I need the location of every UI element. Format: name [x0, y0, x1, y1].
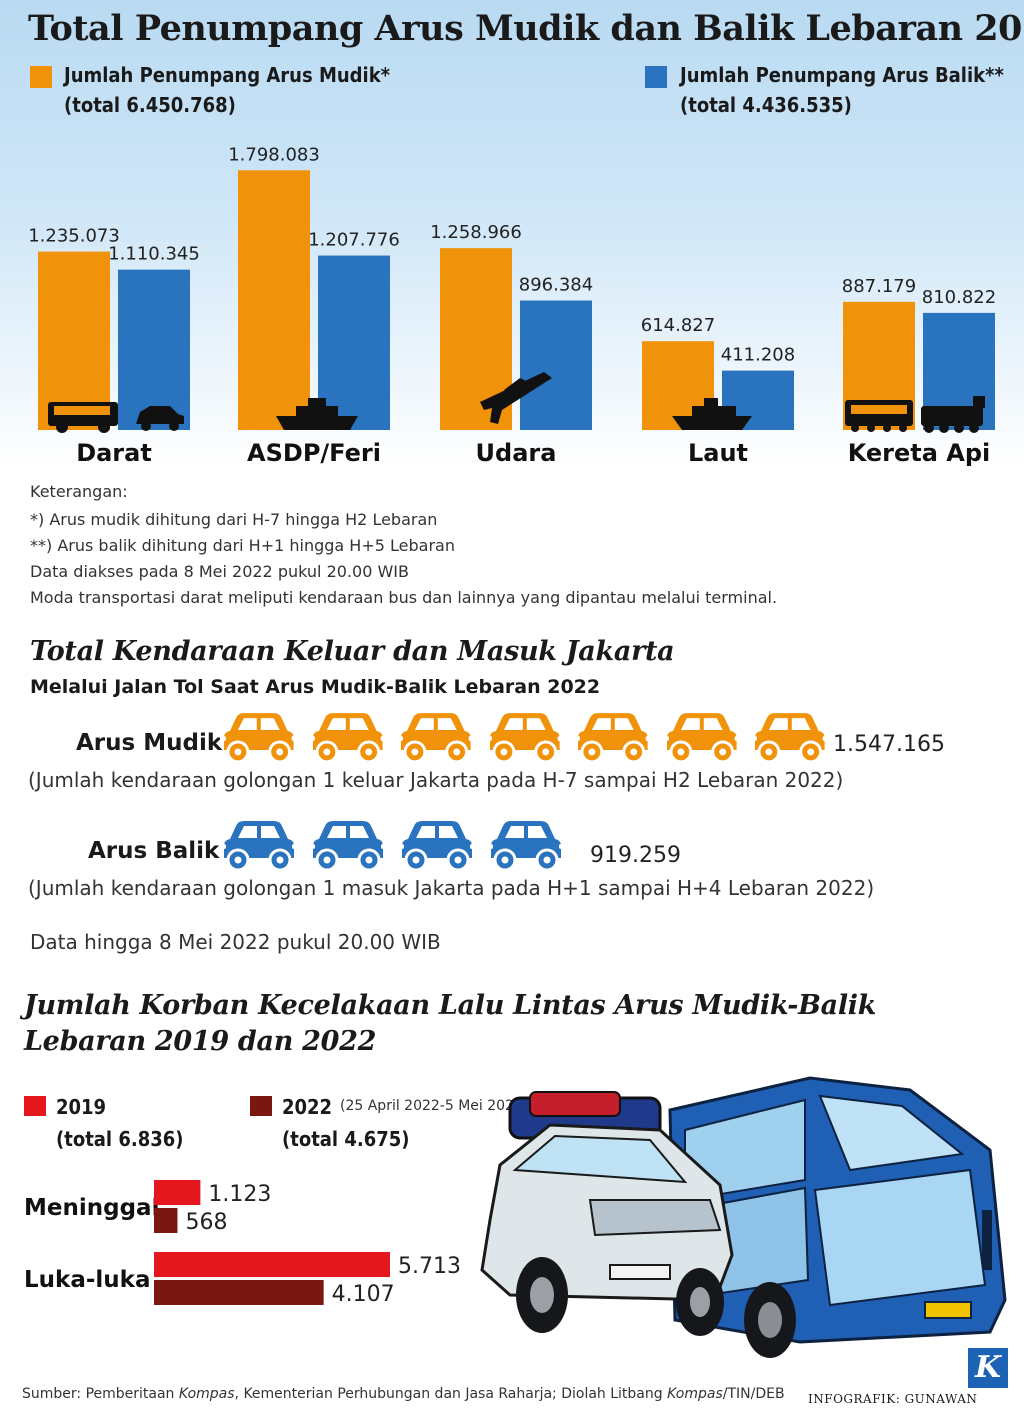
infographic-credit: INFOGRAFIK: GUNAWAN: [808, 1392, 978, 1406]
note-line-3: Data diakses pada 8 Mei 2022 pukul 20.00…: [30, 562, 409, 581]
bar-balik-2: [520, 300, 592, 430]
bar-label-mudik-4: 887.179: [842, 276, 916, 297]
bar-balik-0: [118, 269, 190, 430]
category-label-3: Laut: [688, 439, 748, 467]
legend-2019-total: (total 6.836): [56, 1127, 184, 1151]
bus-car-icon: [48, 402, 184, 433]
legend-swatch-balik: [645, 66, 667, 88]
legend-2022-total: (total 4.675): [282, 1127, 410, 1151]
bar-label-balik-4: 810.822: [922, 287, 996, 308]
bar-mudik-1: [238, 170, 310, 430]
bar-label-balik-0: 1.110.345: [108, 244, 200, 265]
car-icon: [487, 821, 565, 872]
car-icon: [574, 713, 652, 764]
arus-mudik-label: Arus Mudik: [76, 730, 223, 756]
car-illustration: [480, 1091, 734, 1336]
note-line-2: **) Arus balik dihitung dari H+1 hingga …: [30, 536, 455, 555]
accidents-title-line2: Lebaran 2019 dan 2022: [24, 1026, 377, 1057]
car-icon: [309, 821, 387, 872]
kompas-logo: K: [968, 1348, 1008, 1388]
train-icon: [845, 396, 985, 433]
accident-bar-2019-1: [154, 1252, 390, 1277]
accident-category-1: Luka-luka: [24, 1267, 150, 1293]
legend-2019-label: 2019: [56, 1095, 107, 1119]
arus-balik-value: 919.259: [590, 843, 681, 868]
bar-label-mudik-3: 614.827: [641, 315, 715, 336]
car-icon: [485, 713, 564, 764]
bar-label-balik-2: 896.384: [519, 275, 593, 296]
category-label-0: Darat: [76, 439, 152, 467]
legend-swatch-2019: [24, 1096, 46, 1116]
legend-label-balik: Jumlah Penumpang Arus Balik**: [680, 63, 1004, 87]
legend-swatch-2022: [250, 1096, 272, 1116]
ship-icon: [672, 398, 752, 430]
vehicles-note: Data hingga 8 Mei 2022 pukul 20.00 WIB: [30, 930, 441, 954]
accidents-title-line1: Jumlah Korban Kecelakaan Lalu Lintas Aru…: [24, 990, 877, 1021]
airplane-icon: [480, 372, 552, 424]
car-icon: [662, 713, 741, 764]
vehicles-subtitle: Melalui Jalan Tol Saat Arus Mudik-Balik …: [30, 676, 601, 698]
ferry-icon: [276, 398, 358, 430]
bar-label-mudik-0: 1.235.073: [28, 226, 120, 247]
bar-label-mudik-1: 1.798.083: [228, 144, 320, 165]
legend-swatch-mudik: [30, 66, 52, 88]
car-icon: [398, 821, 476, 872]
category-label-1: ASDP/Feri: [247, 439, 381, 467]
page-title: Total Penumpang Arus Mudik dan Balik Leb…: [28, 8, 1024, 49]
source-kompas-2: Kompas: [667, 1386, 723, 1402]
accident-bar-2022-0: [154, 1208, 178, 1233]
car-icon: [220, 821, 298, 872]
legend-total-mudik: (total 6.450.768): [64, 93, 236, 117]
legend-label-mudik: Jumlah Penumpang Arus Mudik*: [64, 63, 391, 87]
arus-mudik-desc: (Jumlah kendaraan golongan 1 keluar Jaka…: [28, 768, 844, 792]
bar-mudik-0: [38, 251, 110, 430]
vehicles-title: Total Kendaraan Keluar dan Masuk Jakarta: [30, 636, 675, 667]
legend-2022-label: 2022: [282, 1095, 333, 1119]
source-text: Sumber: Pemberitaan Kompas, Kementerian …: [22, 1386, 785, 1402]
source-prefix: Sumber: Pemberitaan: [22, 1386, 179, 1402]
source-kompas-1: Kompas: [178, 1386, 235, 1402]
accident-bar-2022-1: [154, 1280, 324, 1305]
bar-balik-1: [318, 255, 390, 430]
category-label-2: Udara: [476, 439, 557, 467]
bar-label-mudik-2: 1.258.966: [430, 222, 522, 243]
accident-value-2019-1: 5.713: [398, 1254, 461, 1279]
accident-value-2022-1: 4.107: [332, 1282, 395, 1307]
bus-illustration: [668, 1076, 1007, 1358]
source-suffix: /TIN/DEB: [722, 1386, 785, 1402]
arus-balik-label: Arus Balik: [88, 838, 220, 864]
bar-label-balik-3: 411.208: [721, 345, 795, 366]
bar-label-balik-1: 1.207.776: [308, 230, 400, 251]
accident-category-0: Meninggal: [24, 1195, 159, 1221]
accident-bar-2019-0: [154, 1180, 201, 1205]
balik-car-icons: [218, 818, 588, 874]
legend-total-balik: (total 4.436.535): [680, 93, 852, 117]
car-icon: [397, 713, 475, 764]
source-middle: , Kementerian Perhubungan dan Jasa Rahar…: [234, 1386, 668, 1402]
car-icon: [308, 713, 387, 764]
note-line-4: Moda transportasi darat meliputi kendara…: [30, 588, 778, 607]
legend-2022-range: (25 April 2022-5 Mei 2022): [340, 1098, 529, 1114]
car-bus-illustration: [480, 1076, 1007, 1358]
category-label-4: Kereta Api: [848, 439, 991, 467]
arus-mudik-value: 1.547.165: [833, 732, 945, 757]
accident-value-2022-0: 568: [185, 1210, 227, 1235]
car-icon: [751, 713, 830, 764]
arus-balik-desc: (Jumlah kendaraan golongan 1 masuk Jakar…: [28, 876, 875, 900]
mudik-car-icons: [218, 710, 838, 766]
note-line-1: *) Arus mudik dihitung dari H-7 hingga H…: [30, 510, 438, 529]
accident-value-2019-0: 1.123: [208, 1182, 271, 1207]
notes-heading: Keterangan:: [30, 482, 128, 501]
car-icon: [219, 713, 298, 764]
